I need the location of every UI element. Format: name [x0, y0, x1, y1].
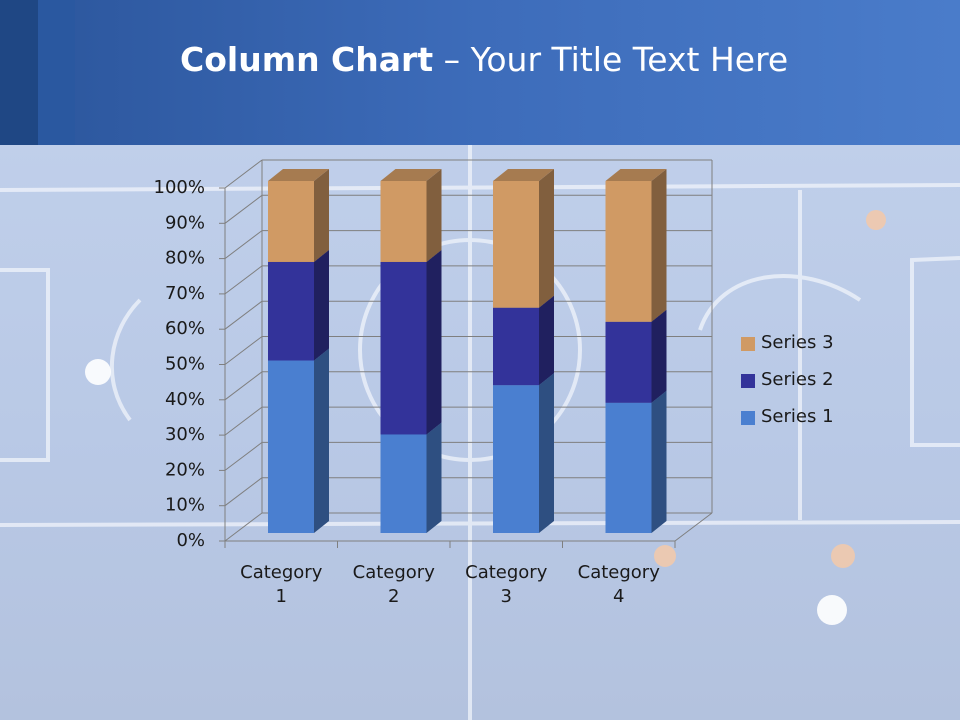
title-band: [0, 0, 960, 145]
plot-area: 0% 10% 20% 30% 40% 50% 60% 70% 80% 90% 100%: [154, 159, 713, 551]
y-tick-label: 10%: [165, 495, 205, 516]
chalk-drawing: [0, 145, 960, 720]
bar-segment-side: [426, 169, 442, 262]
y-tick-label: 100%: [154, 177, 205, 198]
bar-segment-side: [539, 169, 554, 308]
slide-title: Column Chart – Your Title Text Here: [180, 40, 788, 79]
bar-segment-top: [605, 169, 667, 181]
bar-segment: [605, 181, 652, 322]
grid-line-side: [224, 300, 263, 330]
x-tick-label: Category 4: [577, 562, 660, 607]
y-tick-label: 80%: [165, 248, 205, 269]
legend-swatch: [741, 374, 755, 388]
stripe: [0, 0, 38, 145]
bar-segment-side: [314, 169, 329, 262]
chalk-dots: [85, 359, 847, 625]
x-tick-label: Category 2: [352, 562, 435, 607]
x-tick-label: Category 3: [465, 562, 548, 607]
grid-line-side: [224, 159, 263, 189]
bar-segment: [493, 181, 539, 308]
grid-line-side: [224, 477, 263, 507]
bar-segment: [268, 360, 314, 533]
bar-segment: [380, 434, 427, 533]
title-rest: – Your Title Text Here: [443, 40, 789, 79]
title-bold: Column Chart: [180, 40, 434, 79]
bar-segment-top: [380, 169, 442, 181]
grid-line-side: [224, 336, 263, 365]
bar-segment-side: [539, 295, 554, 386]
bar-segment-side: [314, 249, 329, 361]
bar-segment-side: [426, 249, 442, 435]
y-tick-label: 20%: [165, 459, 205, 480]
bar-segment: [268, 261, 314, 361]
legend-swatch: [741, 411, 755, 425]
y-tick-label: 40%: [165, 389, 205, 410]
bar-segment: [380, 261, 427, 435]
grid-line-side: [224, 230, 263, 259]
legend-label: Series 2: [761, 369, 834, 390]
bar-segment: [605, 321, 652, 403]
bar-segment: [380, 181, 427, 262]
bar-segment-side: [651, 169, 667, 322]
floor-edge: [674, 512, 713, 542]
bar-segment-side: [651, 309, 667, 403]
bar-segment-side: [651, 390, 667, 533]
legend-swatch: [741, 337, 755, 351]
y-tick-label: 60%: [165, 318, 205, 339]
grid-line-side: [224, 442, 263, 471]
bar-segment-top: [268, 169, 329, 181]
bar-segment-side: [539, 373, 554, 533]
y-tick-label: 70%: [165, 283, 205, 304]
grid-line-side: [224, 512, 263, 542]
bar-segment: [605, 402, 652, 533]
x-tick-label: Category 1: [240, 562, 323, 607]
bar-segment: [493, 307, 539, 386]
grid-line-side: [224, 194, 263, 224]
bar-segment: [493, 385, 539, 533]
bar-segment-side: [314, 348, 329, 533]
bar-segment-top: [493, 169, 554, 181]
legend-label: Series 3: [761, 332, 834, 353]
y-tick-label: 30%: [165, 424, 205, 445]
legend-label: Series 1: [761, 406, 834, 427]
bar-segment: [268, 181, 314, 262]
grid-line-side: [224, 406, 263, 436]
y-tick-label: 90%: [165, 212, 205, 233]
bar-segment-side: [426, 422, 442, 533]
stripe: [38, 0, 75, 145]
chalk-dots: [654, 210, 886, 568]
y-tick-label: 0%: [176, 530, 205, 551]
y-tick-label: 50%: [165, 354, 205, 375]
grid-line-side: [224, 265, 263, 295]
grid-line-side: [224, 371, 263, 401]
